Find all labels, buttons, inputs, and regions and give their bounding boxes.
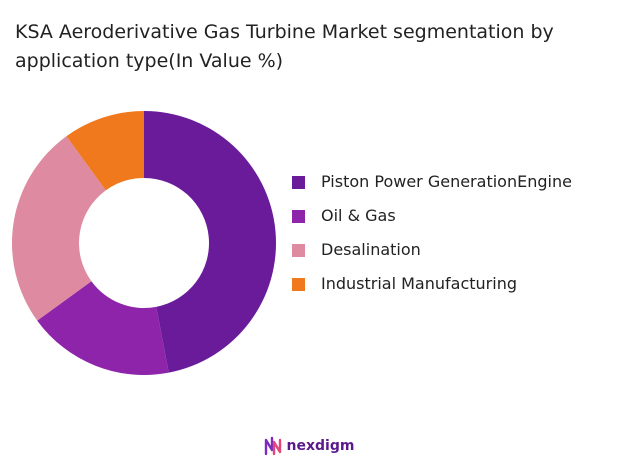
chart-title: KSA Aeroderivative Gas Turbine Market se… (15, 21, 554, 72)
brand-footer: nexdigm (0, 436, 618, 456)
legend-swatch (292, 244, 305, 257)
slice-industrial-manufacturing (66, 111, 144, 191)
slice-piston-power-generationengine (144, 111, 277, 373)
legend-swatch (292, 176, 305, 189)
slice-oil-gas (37, 281, 169, 375)
legend-label: Desalination (321, 240, 421, 259)
brand-name: nexdigm (286, 438, 355, 454)
legend-label: Piston Power GenerationEngine (321, 172, 572, 191)
legend-item-desalination: Desalination (292, 238, 602, 262)
donut-slices (12, 111, 277, 375)
legend-swatch (292, 210, 305, 223)
legend-item-oil-gas: Oil & Gas (292, 204, 602, 228)
slice-desalination (12, 136, 106, 321)
legend-label: Industrial Manufacturing (321, 274, 517, 293)
legend-item-industrial-manufacturing: Industrial Manufacturing (292, 272, 602, 296)
nexdigm-logo-icon (264, 436, 281, 456)
legend-label: Oil & Gas (321, 206, 396, 225)
legend-item-piston-power: Piston Power GenerationEngine (292, 170, 602, 194)
legend-swatch (292, 278, 305, 291)
chart-legend: Piston Power GenerationEngine Oil & Gas … (292, 170, 602, 306)
